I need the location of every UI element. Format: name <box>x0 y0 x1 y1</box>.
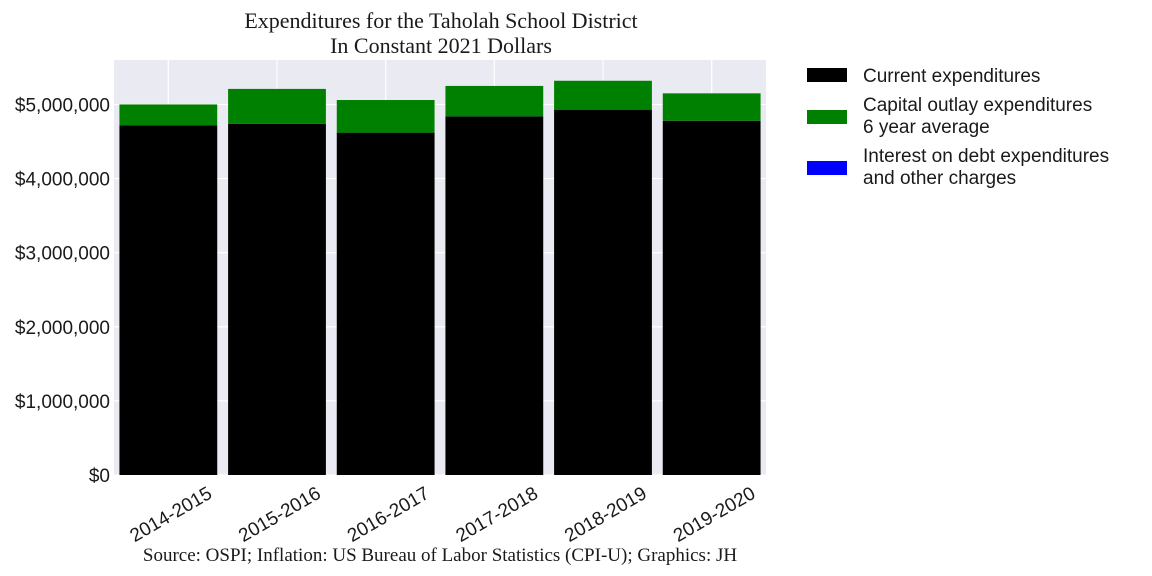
plot-area <box>114 60 766 475</box>
bar-2017-2018-series-1 <box>445 85 544 117</box>
x-tick-label: 2017-2018 <box>453 483 542 547</box>
bar-2016-2017-series-1 <box>336 100 435 133</box>
legend-swatch-0 <box>807 68 847 82</box>
x-tick-label: 2019-2020 <box>670 483 759 547</box>
x-tick-label: 2018-2019 <box>561 483 650 547</box>
bar-2016-2017-series-0 <box>336 132 435 475</box>
chart-title-line-1: Expenditures for the Taholah School Dist… <box>244 8 637 33</box>
chart-title-line-2: In Constant 2021 Dollars <box>330 33 552 58</box>
legend-label-2: Interest on debt expenditures and other c… <box>863 146 1109 189</box>
y-tick-label: $1,000,000 <box>15 392 110 413</box>
bar-2019-2020-series-1 <box>662 93 761 121</box>
x-tick-label: 2015-2016 <box>235 483 324 547</box>
legend-swatch-1 <box>807 110 847 124</box>
y-tick-label: $4,000,000 <box>15 170 110 191</box>
x-tick-label: 2014-2015 <box>127 483 216 547</box>
bar-2014-2015-series-1 <box>119 104 218 126</box>
legend: Current expenditures Capital outlay expen… <box>807 66 1109 189</box>
bar-2015-2016-series-0 <box>228 123 326 475</box>
bar-2015-2016-series-1 <box>228 88 326 124</box>
y-tick-label: $5,000,000 <box>15 95 110 116</box>
source-note: Source: OSPI; Inflation: US Bureau of La… <box>143 545 737 566</box>
legend-swatch-2 <box>807 161 847 175</box>
y-axis-ticks: $0 $1,000,000 $2,000,000 $3,000,000 $4,000,0… <box>15 95 110 487</box>
x-tick-label: 2016-2017 <box>344 483 433 547</box>
chart-title: Expenditures for the Taholah School Dist… <box>244 8 637 58</box>
bar-2014-2015-series-0 <box>119 125 218 475</box>
bar-2017-2018-series-0 <box>445 116 544 476</box>
bar-2019-2020-series-0 <box>662 120 761 476</box>
bar-2018-2019-series-0 <box>554 109 652 475</box>
bar-2018-2019-series-1 <box>554 80 652 110</box>
legend-label-0: Current expenditures <box>863 66 1040 87</box>
x-axis-ticks: 2014-2015 2015-2016 2016-2017 2017-2018 2018… <box>127 483 760 547</box>
bars <box>119 80 761 476</box>
y-tick-label: $2,000,000 <box>15 318 110 339</box>
legend-label-1: Capital outlay expenditures 6 year averag… <box>863 95 1092 138</box>
y-tick-label: $0 <box>89 466 110 487</box>
y-tick-label: $3,000,000 <box>15 244 110 265</box>
